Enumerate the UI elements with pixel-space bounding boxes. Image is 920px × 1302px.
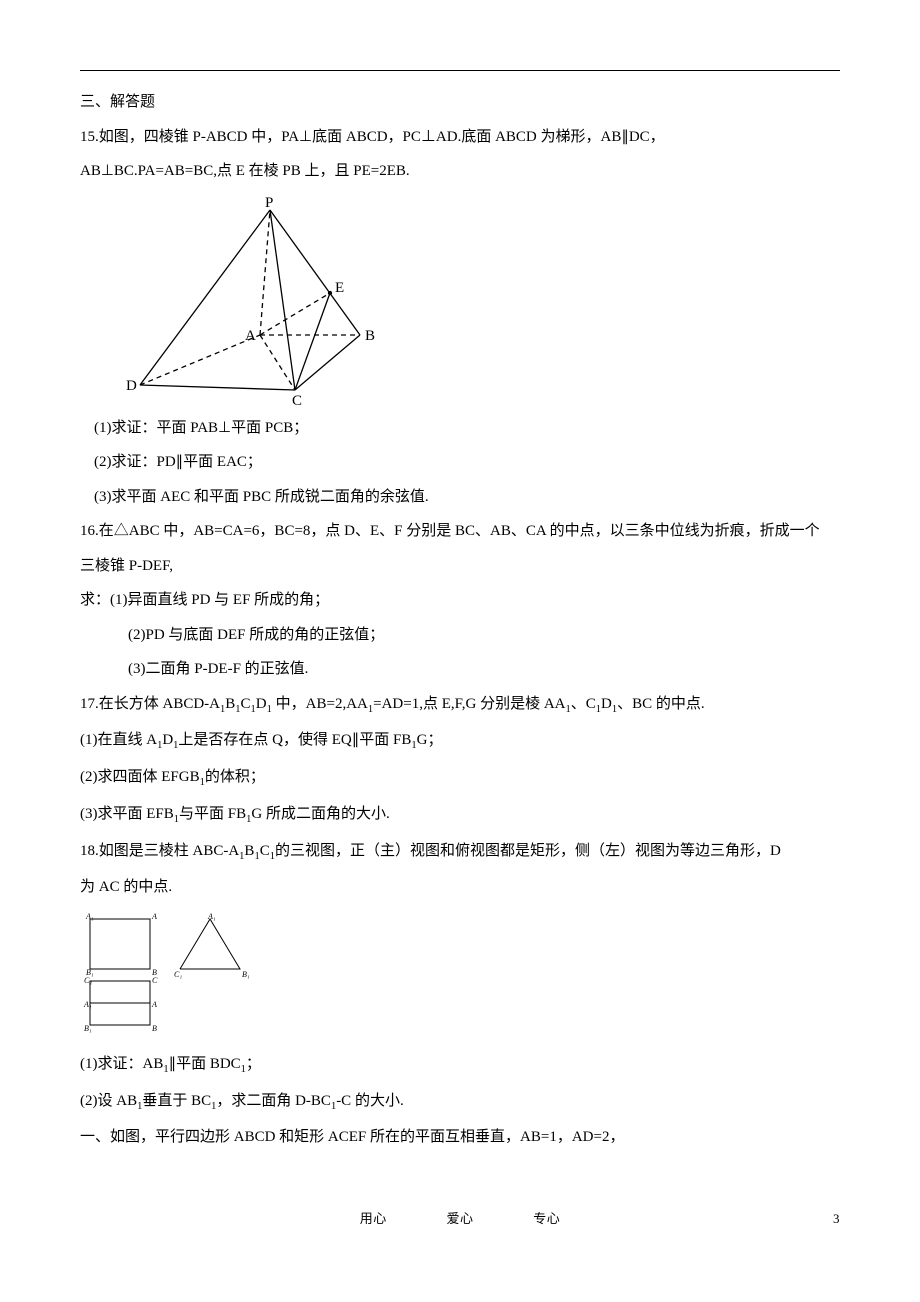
footer-heart3: 专心 bbox=[533, 1209, 560, 1229]
q18-lbl-C1: C₁ bbox=[84, 976, 92, 985]
q18-figure: A₁ A B₁ B C₁ C A₁ A B₁ B A₁ C₁ B₁ bbox=[80, 911, 840, 1041]
q16-stem-line1: 16.在△ABC 中，AB=CA=6，BC=8，点 D、E、F 分别是 BC、A… bbox=[80, 520, 840, 543]
q18-p2-t3: ，求二面角 D-BC bbox=[216, 1093, 331, 1109]
page-footer: 用心 爱心 专心 3 bbox=[80, 1209, 840, 1229]
q15-svg: P A B C D E bbox=[120, 195, 380, 405]
q15-label-A: A bbox=[245, 328, 256, 344]
q18-p2-t1: (2)设 AB bbox=[80, 1093, 137, 1109]
q17-p1-t4: G； bbox=[417, 732, 443, 748]
q15-part3: (3)求平面 AEC 和平面 PBC 所成锐二面角的余弦值. bbox=[80, 486, 840, 509]
footer-heart1: 用心 bbox=[360, 1209, 387, 1229]
q17-stem-txt1: 17.在长方体 ABCD-A bbox=[80, 696, 220, 712]
q18-lbl-A1-top: A₁ bbox=[85, 912, 94, 921]
q17-p1-t3: 上是否存在点 Q，使得 EQ∥平面 FB bbox=[178, 732, 411, 748]
q18-lbl-A1-b: A₁ bbox=[83, 1000, 92, 1009]
q15-label-C: C bbox=[292, 393, 302, 405]
q17-part3: (3)求平面 EFB1与平面 FB1G 所成二面角的大小. bbox=[80, 803, 840, 828]
q18-lbl-tri-B1: B₁ bbox=[242, 970, 250, 979]
q18-lbl-A-b: A bbox=[151, 1000, 157, 1009]
q17-p2-t1: (2)求四面体 EFGB bbox=[80, 769, 200, 785]
q18-p1-t3: ； bbox=[246, 1056, 261, 1072]
q15-label-E: E bbox=[335, 280, 344, 296]
q16-lead: 求：(1)异面直线 PD 与 EF 所成的角； bbox=[80, 589, 840, 612]
q17-p3-t1: (3)求平面 EFB bbox=[80, 806, 174, 822]
q17-stem-txt9: 、BC 的中点. bbox=[617, 696, 705, 712]
footer-heart2: 爱心 bbox=[446, 1209, 473, 1229]
q15-label-D: D bbox=[126, 378, 137, 394]
q18-lbl-tri-A1: A₁ bbox=[207, 912, 216, 921]
q18-svg: A₁ A B₁ B C₁ C A₁ A B₁ B A₁ C₁ B₁ bbox=[80, 911, 270, 1041]
q17-stem-txt6: =AD=1,点 E,F,G 分别是棱 AA bbox=[373, 696, 565, 712]
q18-lbl-tri-C1: C₁ bbox=[174, 970, 182, 979]
q18-stem-t4: 的三视图，正（主）视图和俯视图都是矩形，侧（左）视图为等边三角形，D bbox=[275, 843, 781, 859]
q17-p1-t2: D bbox=[162, 732, 173, 748]
q15-stem-line1: 15.如图，四棱锥 P-ABCD 中，PA⊥底面 ABCD，PC⊥AD.底面 A… bbox=[80, 126, 840, 149]
q17-stem: 17.在长方体 ABCD-A1B1C1D1 中，AB=2,AA1=AD=1,点 … bbox=[80, 693, 840, 718]
q15-part1: (1)求证：平面 PAB⊥平面 PCB； bbox=[80, 417, 840, 440]
q17-stem-txt7: 、C bbox=[571, 696, 596, 712]
q17-stem-txt3: C bbox=[241, 696, 251, 712]
q17-stem-txt8: D bbox=[601, 696, 612, 712]
q18-p1-t2: ∥平面 BDC bbox=[169, 1056, 241, 1072]
q17-stem-txt5: 中，AB=2,AA bbox=[272, 696, 368, 712]
q15-label-P: P bbox=[265, 195, 273, 211]
section-heading: 三、解答题 bbox=[80, 91, 840, 114]
q16-stem-line2: 三棱锥 P-DEF, bbox=[80, 555, 840, 578]
q18-stem-line1: 18.如图是三棱柱 ABC-A1B1C1的三视图，正（主）视图和俯视图都是矩形，… bbox=[80, 840, 840, 865]
q-last-stem: 一、如图，平行四边形 ABCD 和矩形 ACEF 所在的平面互相垂直，AB=1，… bbox=[80, 1126, 840, 1149]
q18-p2-t4: -C 的大小. bbox=[336, 1093, 404, 1109]
q15-stem-line2: AB⊥BC.PA=AB=BC,点 E 在棱 PB 上，且 PE=2EB. bbox=[80, 160, 840, 183]
page-rule-top bbox=[80, 70, 840, 71]
q18-p1-t1: (1)求证：AB bbox=[80, 1056, 163, 1072]
q17-p1-t1: (1)在直线 A bbox=[80, 732, 157, 748]
q18-stem-line2: 为 AC 的中点. bbox=[80, 876, 840, 899]
q17-stem-txt4: D bbox=[256, 696, 267, 712]
q17-p2-t2: 的体积； bbox=[205, 769, 265, 785]
q17-p3-t2: 与平面 FB bbox=[179, 806, 246, 822]
content-area: 三、解答题 15.如图，四棱锥 P-ABCD 中，PA⊥底面 ABCD，PC⊥A… bbox=[80, 91, 840, 1228]
q18-stem-t2: B bbox=[244, 843, 254, 859]
q18-lbl-B-b: B bbox=[152, 1024, 157, 1033]
q17-part1: (1)在直线 A1D1上是否存在点 Q，使得 EQ∥平面 FB1G； bbox=[80, 729, 840, 754]
q17-p3-t3: G 所成二面角的大小. bbox=[251, 806, 389, 822]
q18-stem-t3: C bbox=[260, 843, 270, 859]
q15-label-B: B bbox=[365, 328, 375, 344]
q17-stem-txt2: B bbox=[225, 696, 235, 712]
q15-figure: P A B C D E bbox=[120, 195, 840, 405]
q18-lbl-A-top: A bbox=[151, 912, 157, 921]
q18-p2-t2: 垂直于 BC bbox=[142, 1093, 211, 1109]
q18-stem-t1: 18.如图是三棱柱 ABC-A bbox=[80, 843, 239, 859]
q16-part3: (3)二面角 P-DE-F 的正弦值. bbox=[80, 658, 840, 681]
q18-part2: (2)设 AB1垂直于 BC1，求二面角 D-BC1-C 的大小. bbox=[80, 1090, 840, 1115]
q18-lbl-B1-b: B₁ bbox=[84, 1024, 92, 1033]
q15-part2: (2)求证：PD∥平面 EAC； bbox=[80, 451, 840, 474]
q18-part1: (1)求证：AB1∥平面 BDC1； bbox=[80, 1053, 840, 1078]
q18-lbl-C: C bbox=[152, 976, 158, 985]
page-number: 3 bbox=[833, 1209, 840, 1229]
page: 三、解答题 15.如图，四棱锥 P-ABCD 中，PA⊥底面 ABCD，PC⊥A… bbox=[0, 70, 920, 1268]
q16-part2: (2)PD 与底面 DEF 所成的角的正弦值； bbox=[80, 624, 840, 647]
q17-part2: (2)求四面体 EFGB1的体积； bbox=[80, 766, 840, 791]
